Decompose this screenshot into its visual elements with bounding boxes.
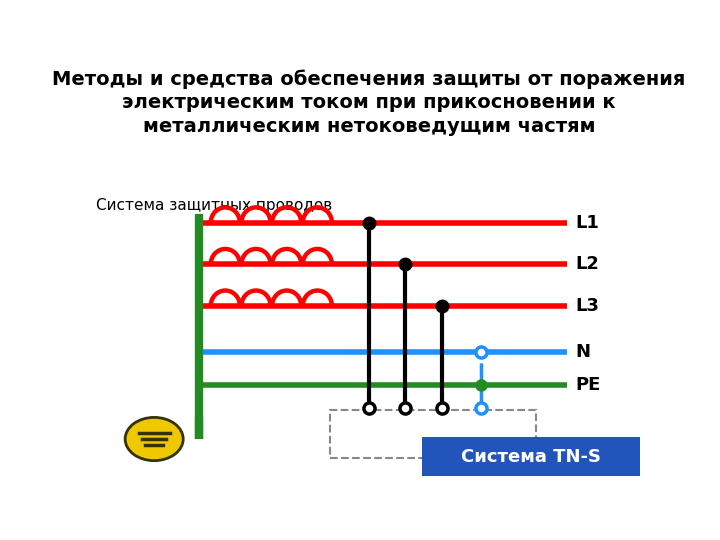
- Text: L2: L2: [575, 255, 599, 273]
- Text: N: N: [575, 343, 590, 361]
- Bar: [330, 410, 536, 458]
- Text: PE: PE: [575, 376, 600, 394]
- Text: L3: L3: [575, 297, 599, 315]
- FancyBboxPatch shape: [422, 437, 639, 476]
- Text: Система защитных проводов: Система защитных проводов: [96, 198, 332, 213]
- Text: Система TN-S: Система TN-S: [461, 448, 600, 466]
- Text: Методы и средства обеспечения защиты от поражения
электрическим током при прикос: Методы и средства обеспечения защиты от …: [53, 69, 685, 136]
- Text: L1: L1: [575, 214, 599, 232]
- Circle shape: [125, 417, 183, 461]
